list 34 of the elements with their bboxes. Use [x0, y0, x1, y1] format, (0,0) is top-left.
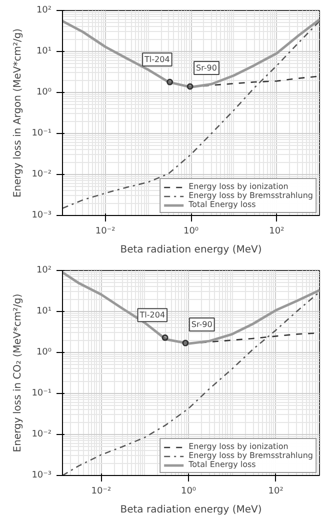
x-tick-label: 10² — [269, 226, 285, 236]
y-tick-label: 10¹ — [36, 46, 52, 56]
y-tick-label: 10⁻¹ — [32, 128, 52, 138]
legend-label: Total Energy loss — [188, 460, 256, 469]
line-series — [62, 20, 320, 209]
x-axis-title: Beta radiation energy (MeV) — [120, 504, 262, 516]
y-tick-label: 10⁰ — [36, 88, 52, 98]
annotation: Sr-90 — [191, 320, 212, 330]
x-tick-label: 10² — [268, 486, 284, 496]
y-tick-label: 10² — [36, 6, 52, 16]
y-tick-label: 10⁻³ — [32, 210, 52, 220]
y-tick-label: 10² — [36, 266, 52, 276]
annotation: Tl-204 — [138, 310, 166, 320]
y-tick-label: 10¹ — [36, 306, 52, 316]
y-axis-title: Energy loss in Argon (MeV*cm²/g) — [12, 28, 24, 198]
annotation: Sr-90 — [196, 64, 217, 73]
y-tick-label: 10⁰ — [36, 348, 52, 358]
line-series — [62, 18, 320, 88]
legend-label: Total Energy loss — [188, 200, 256, 209]
legend-label: Energy loss by Bremsstrahlung — [188, 451, 313, 460]
y-tick-label: 10⁻² — [32, 170, 52, 180]
y-tick-label: 10⁻¹ — [32, 388, 52, 398]
legend-label: Energy loss by Bremsstrahlung — [188, 191, 313, 200]
annotation: Tl-204 — [144, 55, 170, 64]
y-axis-title: Energy loss in CO₂ (MeV*cm²/g) — [12, 294, 24, 452]
x-tick-label: 10⁻² — [95, 226, 116, 236]
x-tick-label: 10⁻² — [91, 486, 112, 496]
y-tick-label: 10⁻² — [32, 430, 52, 440]
legend-label: Energy loss by ionization — [188, 182, 288, 191]
x-axis-title: Beta radiation energy (MeV) — [120, 244, 262, 256]
x-tick-label: 10⁰ — [183, 226, 199, 236]
y-tick-label: 10⁻³ — [32, 470, 52, 480]
x-tick-label: 10⁰ — [180, 486, 196, 496]
legend-label: Energy loss by ionization — [188, 442, 288, 451]
